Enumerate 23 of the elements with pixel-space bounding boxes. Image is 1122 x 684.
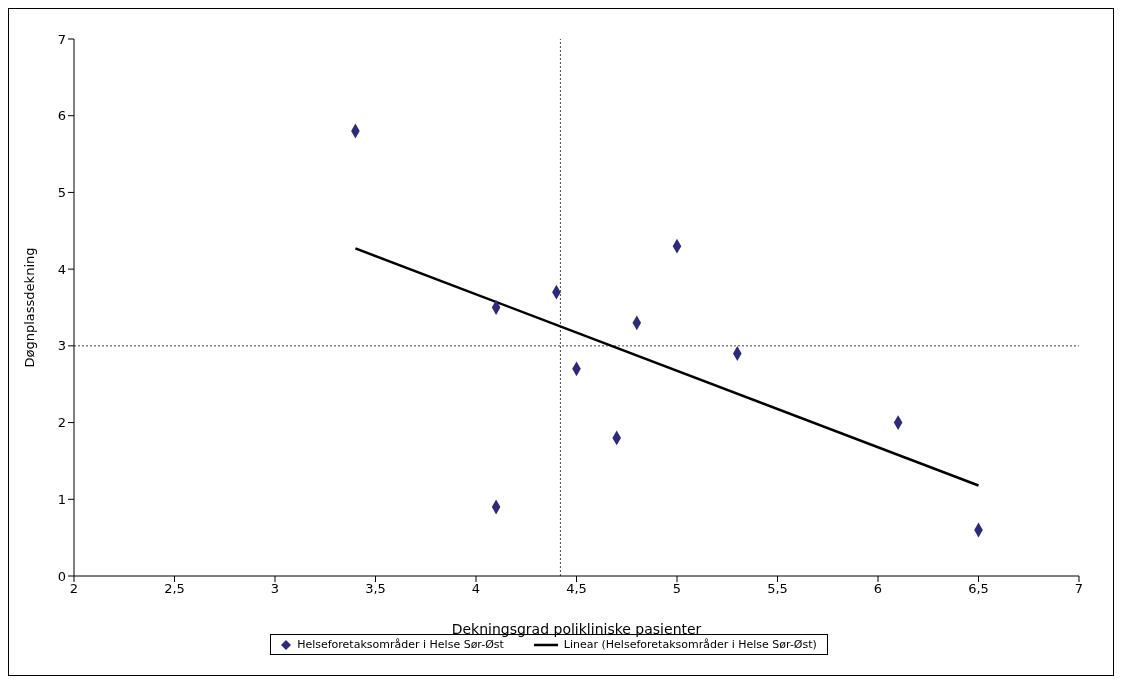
x-axis-title: Dekningsgrad polikliniske pasienter bbox=[451, 621, 702, 637]
y-tick-label: 2 bbox=[57, 415, 66, 431]
x-tick-label: 5 bbox=[672, 581, 682, 597]
x-tick-label: 5,5 bbox=[767, 581, 788, 597]
x-tick-label: 4,5 bbox=[566, 581, 587, 597]
x-tick-label: 2 bbox=[69, 581, 79, 597]
x-tick-label: 3 bbox=[270, 581, 280, 597]
y-tick-label: 3 bbox=[57, 338, 66, 354]
y-tick-label: 0 bbox=[57, 568, 66, 584]
y-tick-label: 7 bbox=[57, 31, 66, 47]
y-tick-label: 6 bbox=[57, 108, 66, 124]
y-tick-label: 4 bbox=[57, 261, 66, 277]
x-tick-label: 3,5 bbox=[365, 581, 386, 597]
x-tick-label: 6,5 bbox=[968, 581, 989, 597]
x-tick-label: 4 bbox=[471, 581, 481, 597]
x-tick-label: 6 bbox=[873, 581, 883, 597]
legend-label: Linear (Helseforetaksområder i Helse Sør-Øst) bbox=[562, 638, 817, 651]
y-tick-label: 1 bbox=[57, 491, 66, 507]
y-tick-label: 5 bbox=[57, 185, 66, 201]
x-tick-label: 2,5 bbox=[164, 581, 185, 597]
x-tick-label: 7 bbox=[1074, 581, 1084, 597]
y-axis-title: Døgnplassdekning bbox=[21, 247, 37, 368]
legend-label: Helseforetaksområder i Helse Sør-Øst bbox=[296, 638, 504, 651]
